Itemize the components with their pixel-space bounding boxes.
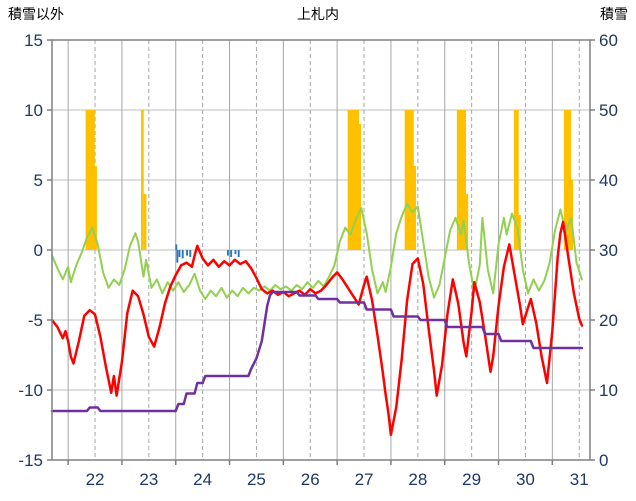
right-axis-tick-label: 40: [599, 171, 618, 190]
sunshine-bars: [411, 110, 414, 250]
sunshine-bars: [358, 124, 362, 250]
sunshine-bars: [143, 194, 147, 250]
precipitation-bars: [226, 250, 229, 256]
left-axis-tick-label: 15: [24, 31, 43, 50]
sunshine-bars: [406, 110, 410, 250]
sunshine-bars: [404, 110, 408, 250]
right-axis-tick-label: 50: [599, 101, 618, 120]
chart-title: 上札内: [297, 6, 339, 22]
right-axis-tick-label: 20: [599, 311, 618, 330]
sunshine-bars: [463, 110, 466, 250]
precipitation-bars: [189, 250, 192, 257]
green-line: [51, 202, 583, 300]
right-axis-title: 積雪: [600, 6, 628, 22]
precipitation-bars: [175, 244, 178, 250]
x-axis-tick-label: 29: [462, 470, 481, 489]
precipitation-bars: [186, 250, 188, 256]
sunshine-bars: [94, 166, 97, 250]
left-axis-tick-label: -10: [18, 381, 43, 400]
sunshine-bars: [408, 110, 412, 250]
sunshine-bars: [347, 110, 351, 250]
precipitation-bars: [176, 250, 179, 263]
right-axis-tick-label: 10: [599, 381, 618, 400]
sunshine-bars: [461, 110, 464, 250]
sunshine-bars: [566, 110, 569, 250]
left-axis-title: 積雪以外: [8, 6, 64, 22]
sunshine-bars: [563, 110, 567, 250]
left-axis-tick-label: -15: [18, 451, 43, 470]
sunshine-bars: [354, 110, 357, 250]
left-axis-tick-label: 0: [34, 241, 43, 260]
sunshine-bars: [516, 110, 519, 250]
x-axis-tick-label: 23: [139, 470, 158, 489]
sunshine-bars: [458, 110, 462, 250]
right-axis-tick-label: 0: [599, 451, 608, 470]
x-axis-tick-label: 28: [408, 470, 427, 489]
sunshine-bars: [92, 110, 95, 250]
precipitation-bars: [234, 250, 237, 255]
sunshine-bars: [87, 110, 91, 250]
sunshine-bars: [351, 110, 355, 250]
sunshine-bars: [349, 110, 353, 250]
precipitation-bars: [181, 250, 184, 259]
sunshine-bars: [570, 180, 574, 250]
x-axis-tick-label: 25: [247, 470, 266, 489]
precipitation-bars: [230, 250, 233, 257]
right-axis-tick-label: 60: [599, 31, 618, 50]
sunshine-bars: [356, 110, 359, 250]
left-axis-tick-label: 10: [24, 101, 43, 120]
left-axis-tick-label: -5: [28, 311, 43, 330]
sunshine-bars: [456, 110, 460, 250]
left-axis-tick-label: 5: [34, 171, 43, 190]
precipitation-bars: [178, 250, 181, 257]
x-axis-tick-label: 27: [355, 470, 374, 489]
sunshine-bars: [513, 110, 517, 250]
sunshine-bars: [568, 110, 571, 250]
x-axis-tick-label: 22: [86, 470, 105, 489]
x-axis-tick-label: 31: [570, 470, 589, 489]
precipitation-bars: [237, 250, 240, 257]
sunshine-bars: [141, 110, 144, 250]
sunshine-bars: [465, 194, 469, 250]
snow-depth-line: [50, 290, 584, 413]
sunshine-bars: [85, 110, 89, 250]
x-axis-tick-label: 30: [516, 470, 535, 489]
x-axis-tick-label: 24: [193, 470, 212, 489]
x-axis-tick-label: 26: [301, 470, 320, 489]
sunshine-bars: [89, 110, 93, 250]
sunshine-bars: [413, 166, 416, 250]
sunshine-bars: [518, 215, 521, 250]
right-axis-tick-label: 30: [599, 241, 618, 260]
red-line: [50, 220, 584, 437]
